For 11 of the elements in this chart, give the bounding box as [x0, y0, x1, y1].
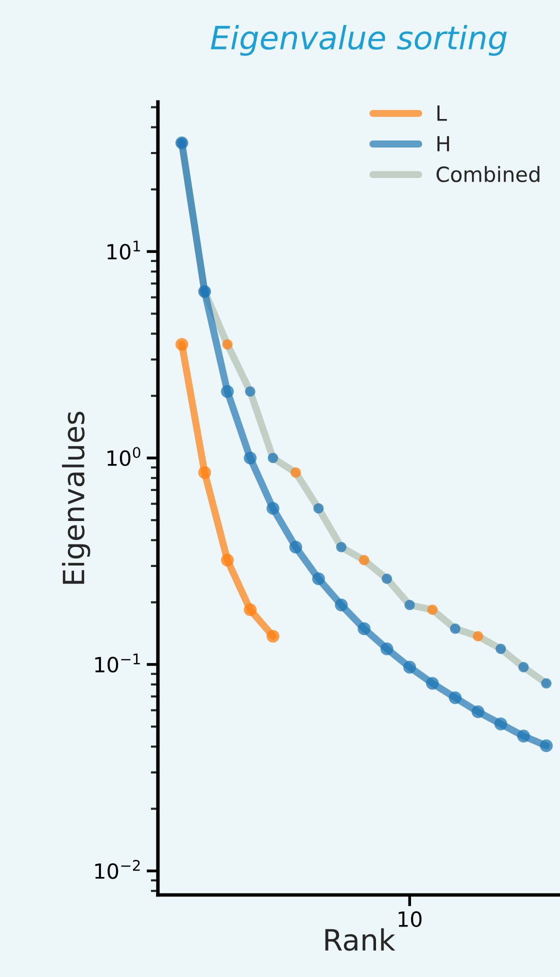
y-axis-title: Eigenvalues [62, 412, 90, 584]
y-tick-label: 10$^{1}$ [108, 240, 140, 260]
legend-label: Combined [436, 166, 540, 182]
y-tick-label: 10$^{0}$ [108, 446, 140, 466]
legend-label: H [437, 136, 450, 152]
x-axis-title: Rank [325, 928, 396, 951]
x-tick-label: 10 [398, 911, 422, 928]
legend-label: L [437, 106, 447, 121]
y-tick-label: 10$^{−2}$ [95, 860, 140, 879]
chart-title: Eigenvalue sorting [210, 24, 507, 56]
y-tick-label: 10$^{−1}$ [95, 654, 140, 673]
